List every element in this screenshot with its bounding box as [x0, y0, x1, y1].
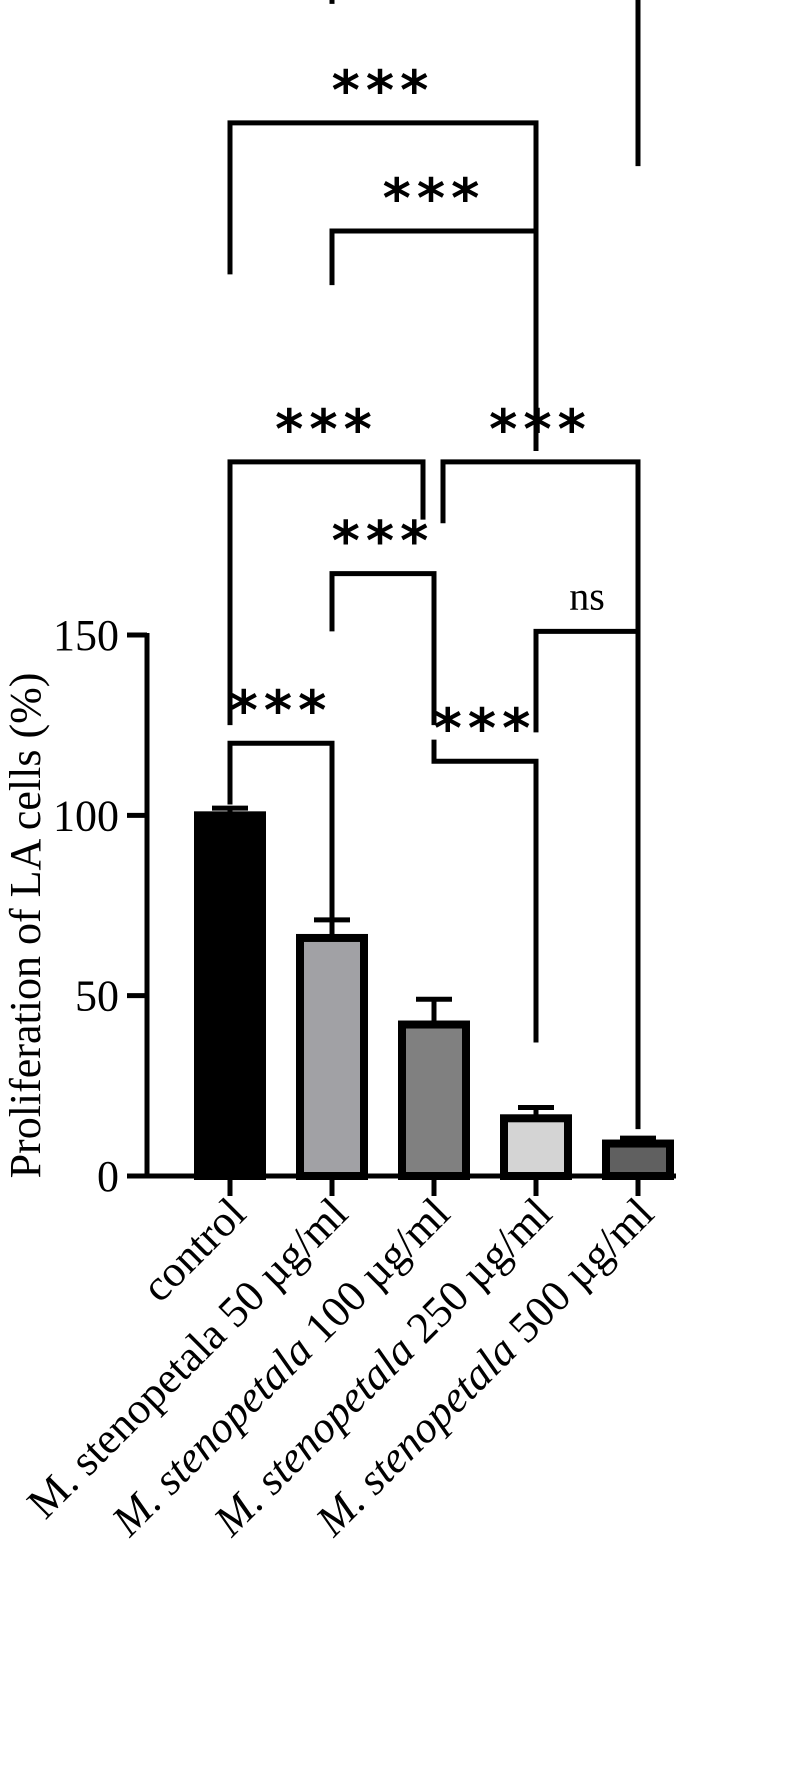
significance-label-1-2: ***: [332, 510, 435, 573]
bracket-1-2: [329, 571, 437, 726]
bracket-0-3: [227, 120, 539, 452]
significance-brackets: ***ns************************: [227, 0, 641, 1130]
significance-label-2-3: ***: [434, 697, 537, 760]
bracket-1-3: [329, 228, 539, 351]
significance-label-0-1: ***: [230, 679, 333, 742]
significance-label-1-3: ***: [383, 167, 486, 230]
y-tick-label-100: 100: [53, 791, 119, 840]
bracket-0-1: [227, 740, 335, 938]
bracket-3-4: [533, 628, 641, 1130]
significance-label-2-4: ***: [489, 398, 592, 461]
bar-4: [602, 1139, 674, 1181]
bracket-0-4: [635, 0, 641, 66]
significance-label-0-2: ***: [275, 398, 378, 461]
bar-1: [296, 933, 368, 1181]
bracket-0-2: [227, 459, 426, 726]
bracket-2-3: [431, 739, 539, 1043]
y-tick-label-50: 50: [75, 972, 119, 1021]
bar-3: [500, 1114, 572, 1180]
y-tick-label-0: 0: [97, 1152, 119, 1201]
significance-label-3-4: ns: [569, 573, 605, 618]
bar-2: [398, 1020, 470, 1181]
bar-0: [194, 811, 266, 1180]
bars: [194, 805, 674, 1181]
bracket-2-4: [440, 459, 641, 635]
y-tick-label-150: 150: [53, 611, 119, 660]
significance-label-0-3: ***: [332, 59, 435, 122]
y-axis-title: Proliferation of LA cells (%): [1, 673, 50, 1179]
